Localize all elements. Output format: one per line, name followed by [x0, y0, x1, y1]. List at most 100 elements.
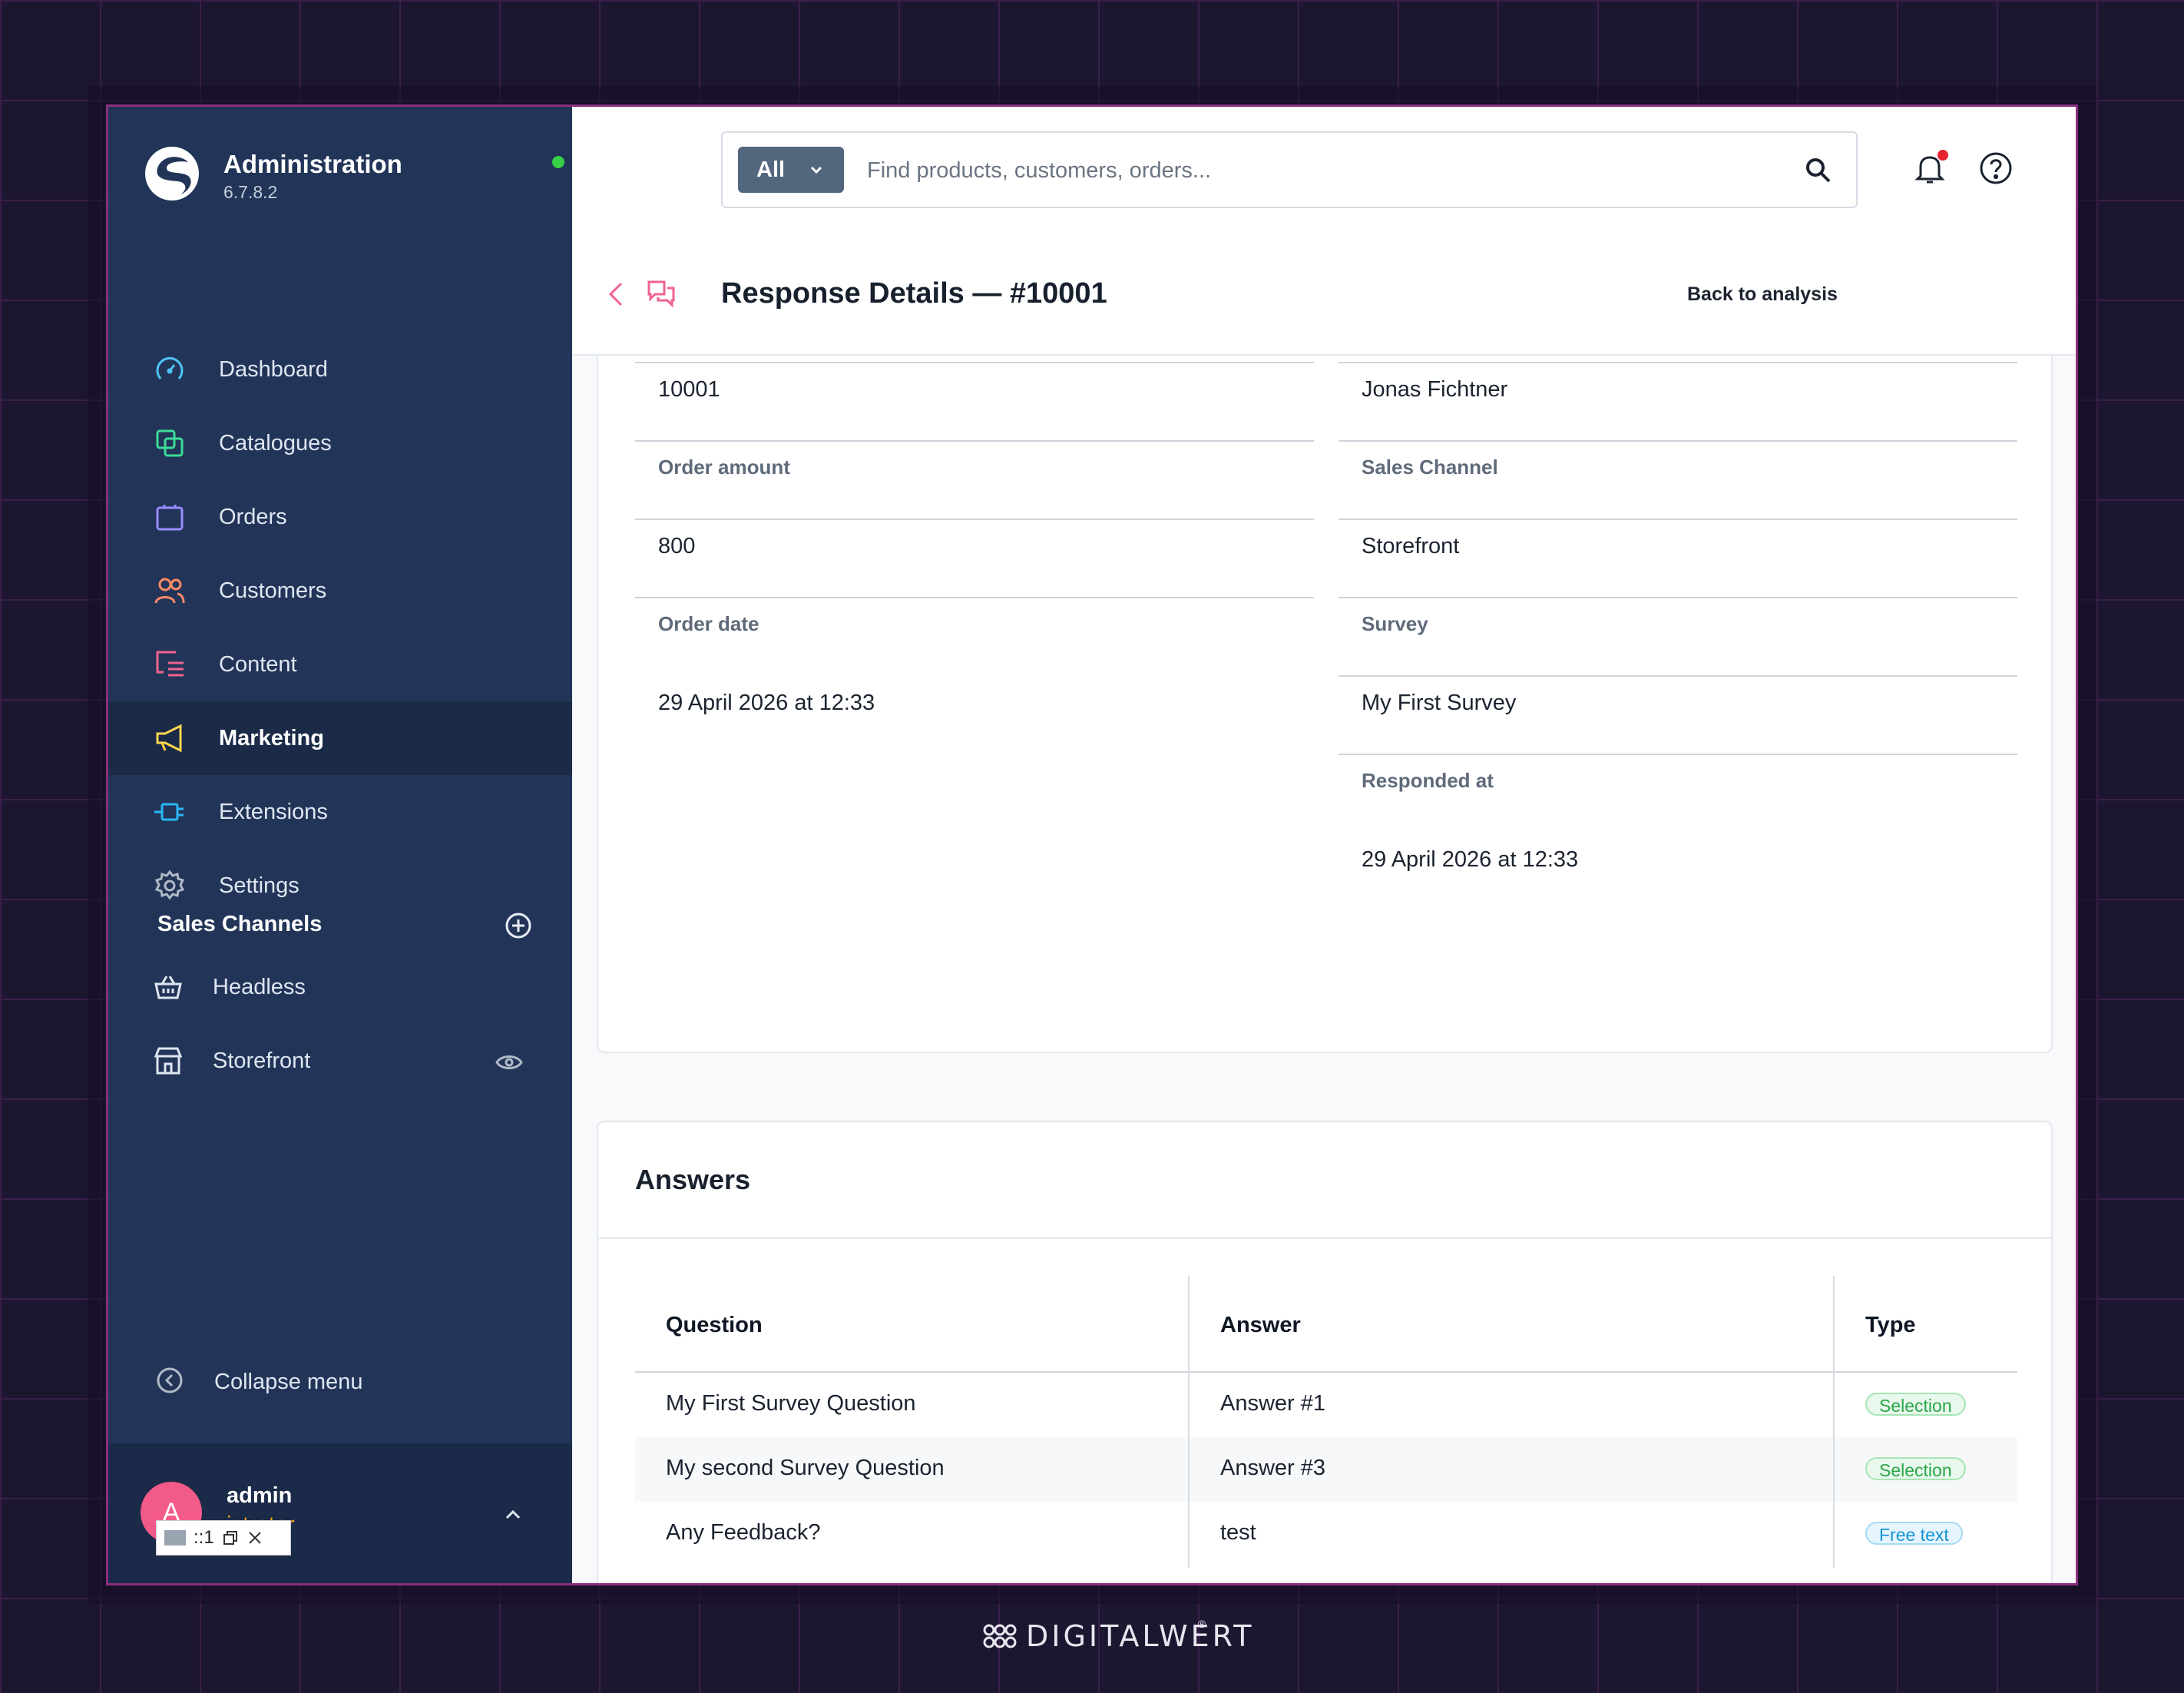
type-badge: Free text: [1865, 1522, 1963, 1545]
order-amount-value: 800: [658, 534, 696, 558]
status-indicator: [552, 156, 564, 168]
header-divider: [635, 1371, 2017, 1373]
close-icon[interactable]: [247, 1529, 263, 1546]
chevron-left-circle-icon: [157, 1367, 183, 1393]
column-divider: [1833, 1276, 1835, 1568]
main-content: 10001 Order amount 800 Order date 29 Apr…: [572, 356, 2076, 1583]
user-menu[interactable]: A admin istrator ::1: [108, 1443, 572, 1583]
sales-channel-headless[interactable]: Headless: [108, 953, 572, 1022]
divider: [635, 519, 1314, 520]
floating-toolbar[interactable]: ::1: [156, 1520, 291, 1556]
brand: Administration 6.7.8.2: [144, 145, 564, 214]
main-nav: Dashboard Catalogues Orders Customers: [108, 333, 572, 923]
notification-bell-icon[interactable]: [1911, 150, 1948, 187]
sales-channels-title: Sales Channels: [157, 912, 323, 936]
search-input[interactable]: [865, 148, 1713, 193]
column-header-type[interactable]: Type: [1865, 1313, 1916, 1337]
app-window: Administration 6.7.8.2 Dashboard Catalog…: [106, 104, 2078, 1585]
settings-icon: [154, 870, 185, 900]
table-row[interactable]: My First Survey Question Answer #1 Selec…: [635, 1373, 2017, 1437]
sales-channel-label: Headless: [213, 975, 306, 999]
table-row[interactable]: My second Survey Question Answer #3 Sele…: [635, 1437, 2017, 1502]
nav-label: Orders: [219, 504, 287, 529]
nav-item-orders[interactable]: Orders: [108, 480, 572, 554]
responded-at-value: 29 April 2026 at 12:33: [1362, 847, 1579, 872]
divider: [1339, 519, 2017, 520]
response-details-card: 10001 Order amount 800 Order date 29 Apr…: [597, 356, 2053, 1053]
nav-item-dashboard[interactable]: Dashboard: [108, 333, 572, 406]
page-header: Response Details — #10001 Back to analys…: [572, 233, 2076, 356]
nav-label: Extensions: [219, 799, 328, 824]
type-badge: Selection: [1865, 1393, 1966, 1416]
question-cell: My First Survey Question: [666, 1391, 916, 1416]
orders-icon: [156, 505, 184, 531]
search-type-label: All: [756, 157, 786, 182]
customer-value: Jonas Fichtner: [1362, 377, 1508, 402]
nav-item-content[interactable]: Content: [108, 628, 572, 701]
chevron-up-icon[interactable]: [500, 1502, 526, 1528]
storefront-icon: [154, 1047, 183, 1075]
catalogue-icon: [156, 429, 184, 457]
divider: [635, 440, 1314, 442]
sales-channel-storefront[interactable]: Storefront: [108, 1027, 572, 1096]
dashboard-icon: [156, 356, 184, 379]
nav-item-extensions[interactable]: Extensions: [108, 775, 572, 849]
user-name: admin: [227, 1483, 293, 1508]
nav-label: Dashboard: [219, 356, 328, 382]
basket-icon: [154, 976, 182, 999]
content-icon: [156, 651, 184, 677]
global-search: All: [721, 131, 1858, 208]
chat-bubbles-icon: [647, 280, 675, 308]
divider: [1339, 440, 2017, 442]
survey-value: My First Survey: [1362, 691, 1517, 715]
add-sales-channel-icon[interactable]: [503, 910, 534, 941]
nav-item-settings[interactable]: Settings: [108, 849, 572, 923]
order-amount-label: Order amount: [658, 456, 790, 479]
nav-label: Customers: [219, 578, 327, 603]
eye-icon[interactable]: [495, 1049, 523, 1076]
app-version: 6.7.8.2: [223, 182, 278, 202]
table-row[interactable]: Any Feedback? test Free text: [635, 1502, 2017, 1566]
digitalwert-brand: DIGITALWERT ®: [980, 1616, 1252, 1659]
column-header-answer[interactable]: Answer: [1220, 1313, 1301, 1337]
divider: [598, 1237, 2051, 1239]
type-badge: Selection: [1865, 1457, 1966, 1480]
extensions-icon: [154, 803, 184, 821]
divider: [635, 597, 1314, 598]
nav-item-marketing[interactable]: Marketing: [108, 701, 572, 775]
search-type-dropdown[interactable]: All: [738, 147, 844, 193]
collapse-menu-label: Collapse menu: [214, 1370, 363, 1394]
divider: [1339, 362, 2017, 363]
notification-dot: [1937, 150, 1948, 161]
order-date-label: Order date: [658, 612, 759, 635]
chevron-down-icon: [810, 166, 822, 174]
nav-label: Content: [219, 651, 297, 677]
search-icon[interactable]: [1802, 154, 1833, 185]
top-bar: All: [572, 107, 2076, 234]
nav-label: Settings: [219, 873, 299, 898]
nav-item-catalogues[interactable]: Catalogues: [108, 406, 572, 480]
restore-window-icon[interactable]: [222, 1529, 239, 1546]
help-icon[interactable]: [1979, 151, 2013, 185]
collapse-menu-button[interactable]: Collapse menu: [154, 1359, 462, 1405]
order-date-value: 29 April 2026 at 12:33: [658, 691, 875, 715]
question-cell: Any Feedback?: [666, 1520, 821, 1545]
divider: [635, 362, 1314, 363]
sidebar: Administration 6.7.8.2 Dashboard Catalog…: [108, 107, 572, 1583]
answer-cell: test: [1220, 1520, 1256, 1545]
nav-label: Marketing: [219, 725, 324, 750]
customers-icon: [154, 578, 185, 604]
sales-channels-header: Sales Channels: [157, 903, 534, 949]
column-divider: [1188, 1276, 1190, 1568]
marketing-icon: [156, 724, 182, 753]
answer-cell: Answer #3: [1220, 1456, 1326, 1480]
nav-item-customers[interactable]: Customers: [108, 554, 572, 628]
answers-title: Answers: [635, 1164, 751, 1195]
divider: [1339, 754, 2017, 755]
question-cell: My second Survey Question: [666, 1456, 945, 1480]
column-header-question[interactable]: Question: [666, 1313, 763, 1337]
page-title: Response Details — #10001: [721, 277, 1107, 310]
chevron-left-icon[interactable]: [604, 280, 629, 308]
digitalwert-wordmark: DIGITALWERT: [1026, 1619, 1255, 1653]
back-to-analysis-link[interactable]: Back to analysis: [1687, 283, 1838, 305]
